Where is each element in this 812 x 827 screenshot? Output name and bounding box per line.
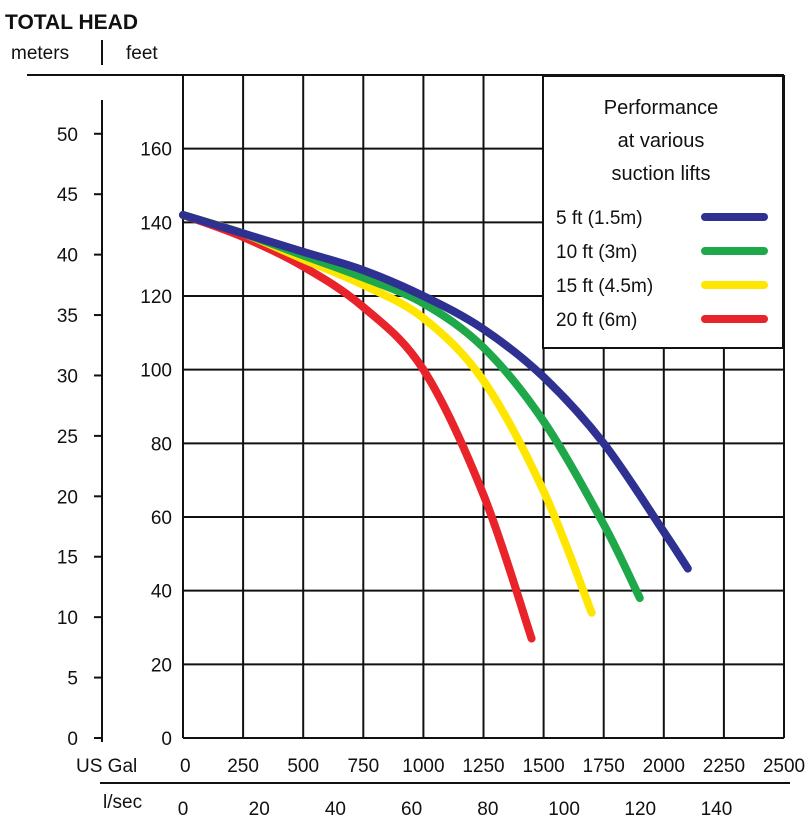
legend: Performance at various suction lifts 5 ft (…: [542, 75, 784, 349]
legend-entry-label: 5 ft (1.5m): [556, 208, 643, 229]
lsec-tick-label: 60: [401, 799, 422, 820]
meters-tick-label: 15: [57, 548, 78, 569]
gal-tick-label: 1500: [522, 756, 564, 777]
gal-unit-label: US Gal: [76, 756, 137, 777]
lsec-tick-label: 100: [548, 799, 580, 820]
feet-tick-label: 80: [151, 434, 172, 455]
legend-title-line: Performance: [604, 97, 719, 119]
series-line-5ft: [179, 210, 692, 573]
feet-tick-label: 120: [140, 287, 172, 308]
gal-tick-label: 1750: [583, 756, 625, 777]
legend-entry-label: 20 ft (6m): [556, 310, 637, 331]
gal-tick-label: 750: [347, 756, 379, 777]
meters-tick-label: 0: [67, 729, 78, 750]
legend-entry-label: 15 ft (4.5m): [556, 276, 653, 297]
grid: [182, 74, 785, 739]
meters-tick-label: 10: [57, 608, 78, 629]
meters-tick-label: 50: [57, 125, 78, 146]
chart-title: TOTAL HEAD: [5, 11, 138, 34]
feet-axis: 0 20 40 60 80 100 120 140 160: [140, 140, 172, 750]
legend-title-line: suction lifts: [612, 163, 711, 185]
lsec-tick-label: 0: [178, 799, 189, 820]
x-axes: US Gal 0 250 500 750 1000 1250 1500 1750 2000 2250…: [76, 756, 805, 820]
feet-tick-label: 20: [151, 655, 172, 676]
gal-tick-label: 250: [227, 756, 259, 777]
meters-tick-label: 20: [57, 487, 78, 508]
legend-title-line: at various: [618, 130, 705, 152]
meters-tick-label: 25: [57, 427, 78, 448]
gal-tick-label: 1000: [402, 756, 444, 777]
feet-tick-label: 40: [151, 582, 172, 603]
lsec-tick-label: 120: [624, 799, 656, 820]
meters-tick-label: 40: [57, 246, 78, 267]
gal-tick-label: 500: [287, 756, 319, 777]
meters-unit-label: meters: [11, 43, 69, 64]
lsec-tick-label: 80: [477, 799, 498, 820]
feet-tick-label: 160: [140, 140, 172, 161]
gal-tick-label: 0: [180, 756, 191, 777]
lsec-tick-label: 140: [701, 799, 733, 820]
feet-tick-label: 0: [161, 729, 172, 750]
gal-tick-label: 1250: [462, 756, 504, 777]
series-line-15ft: [179, 210, 596, 617]
feet-tick-label: 60: [151, 508, 172, 529]
gal-tick-label: 2000: [643, 756, 685, 777]
gal-tick-label: 2250: [703, 756, 745, 777]
legend-box: [542, 75, 784, 349]
feet-tick-label: 100: [140, 361, 172, 382]
feet-tick-label: 140: [140, 213, 172, 234]
lsec-tick-label: 20: [249, 799, 270, 820]
lsec-unit-label: l/sec: [103, 792, 142, 813]
meters-tick-label: 35: [57, 306, 78, 327]
performance-curves: [179, 210, 692, 643]
feet-unit-label: feet: [126, 43, 158, 64]
meters-tick-label: 45: [57, 185, 78, 206]
meters-tick-label: 30: [57, 366, 78, 387]
meters-tick-label: 5: [67, 669, 78, 690]
legend-entry-label: 10 ft (3m): [556, 242, 637, 263]
meters-axis: 0 5 10 15 20 25 30 35 40 45 50: [57, 100, 103, 750]
lsec-tick-label: 40: [325, 799, 346, 820]
gal-tick-label: 2500: [763, 756, 805, 777]
